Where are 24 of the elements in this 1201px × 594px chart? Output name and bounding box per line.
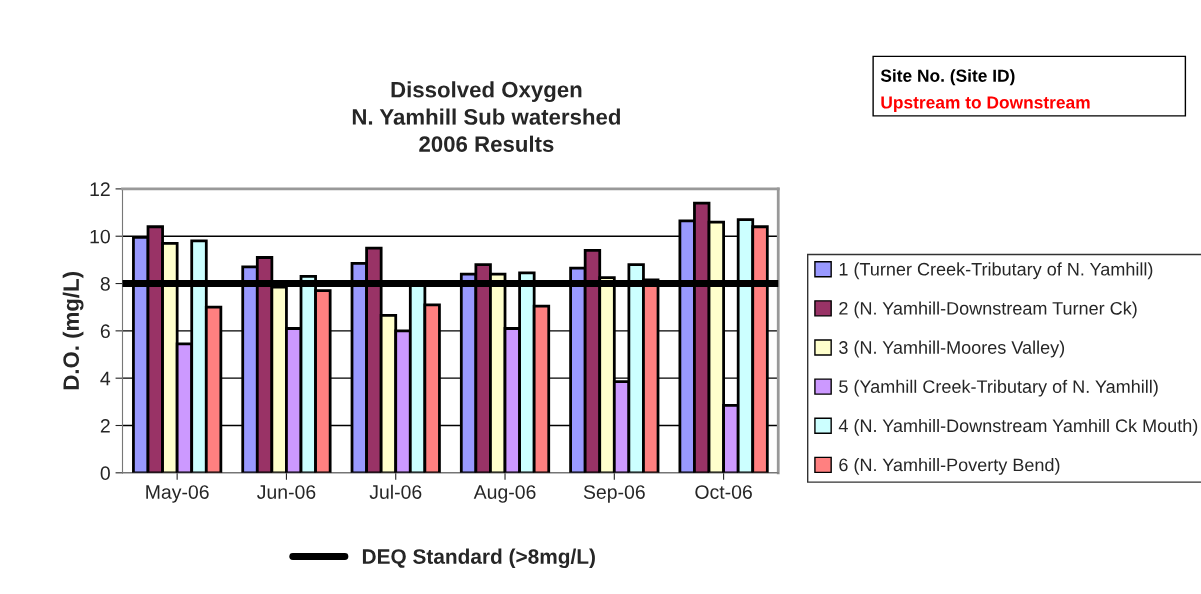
x-tick-label: Sep-06	[583, 485, 645, 503]
x-tick-label: Jun-06	[257, 485, 316, 499]
legend-label: 5 (Yamhill Creek-Tributary of N. Yamhill)	[839, 379, 1158, 397]
x-tick-label: Jul-06	[369, 484, 422, 499]
y-tick-label: 8	[100, 277, 110, 291]
text: Site No. (Site ID)	[880, 69, 1015, 86]
y-tick-label: 6	[100, 324, 110, 339]
chart-title: Dissolved Oxygen N. Yamhill Sub watershed 2006 Results	[352, 81, 620, 152]
y-tick-label: 2	[100, 418, 110, 433]
x-tick-label: Aug-06	[473, 485, 536, 503]
y-tick-label: 12	[90, 182, 110, 196]
y-tick-label: 0	[100, 466, 110, 481]
x-tick-label: Oct-06	[695, 485, 752, 499]
y-axis-title: D.O. (mg/L)	[62, 272, 84, 390]
legend-label: 1 (Turner Creek-Tributary of N. Yamhill)	[839, 262, 1153, 280]
x-tick-label: May-06	[146, 485, 209, 503]
legend-label: 3 (N. Yamhill-Moores Valley)	[839, 340, 1065, 358]
legend-label: 2 (N. Yamhill-Downstream Turner Ck)	[839, 301, 1137, 319]
y-tick-label: 4	[100, 371, 111, 386]
text: Upstream to Downstream	[881, 96, 1090, 113]
legend-label: 6 (N. Yamhill-Poverty Bend)	[839, 458, 1060, 475]
y-tick-label: 10	[90, 229, 110, 244]
legend-label: DEQ Standard (>8mg/L)	[362, 548, 595, 569]
legend-label: 4 (N. Yamhill-Downstream Yamhill Ck Mouth)	[838, 418, 1198, 436]
